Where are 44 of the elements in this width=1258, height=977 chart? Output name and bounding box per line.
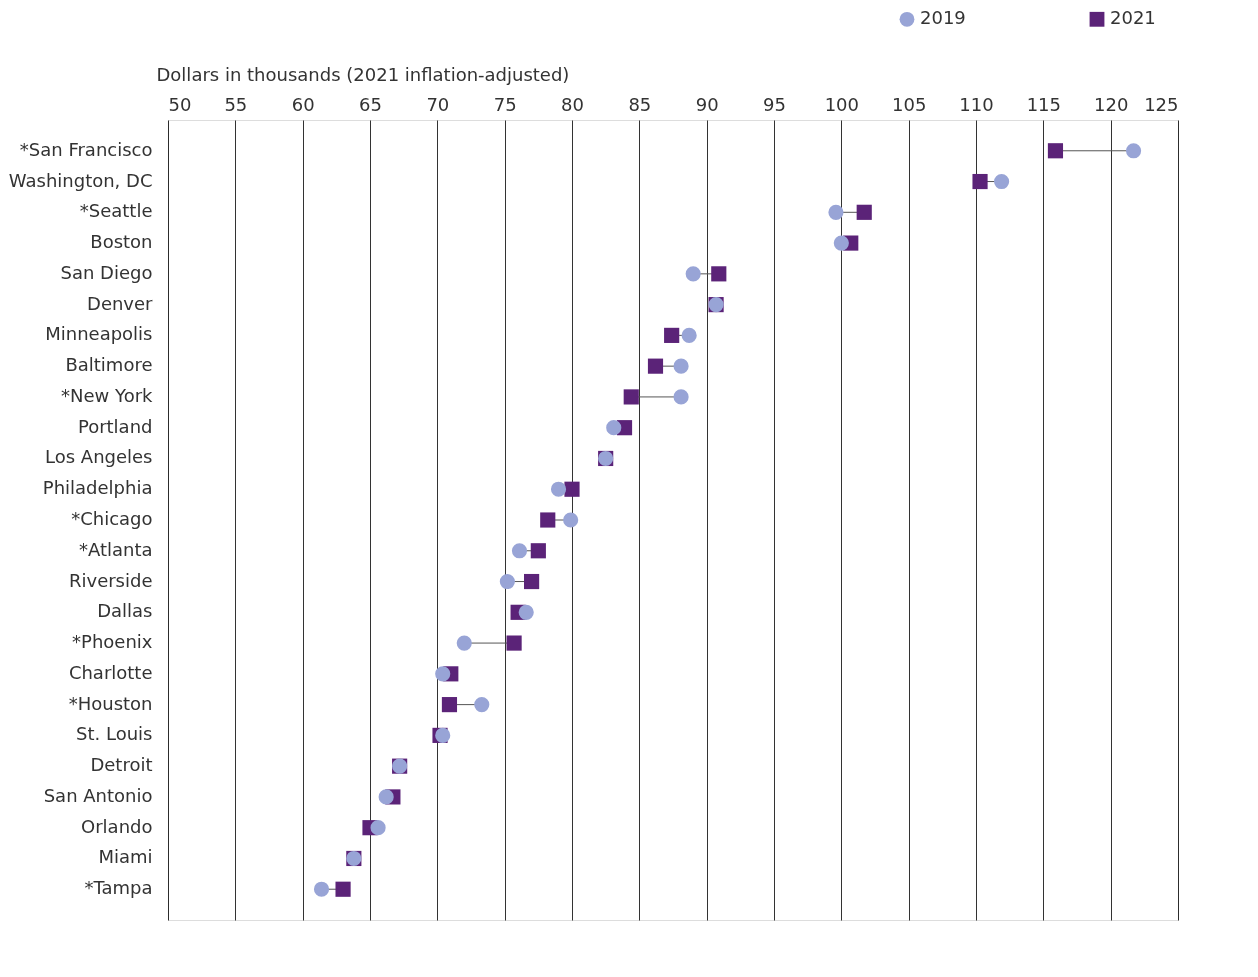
y-tick-label: Orlando [81,815,153,837]
y-tick-label: *Chicago [71,508,153,529]
y-tick-label: Miami [98,846,153,868]
y-tick-label: San Antonio [43,784,153,806]
x-tick-label: 125 [1144,93,1179,115]
x-tick-label: 75 [493,93,517,115]
x-tick-label: 90 [695,93,719,115]
x-axis-title: Dollars in thousands (2021 inflation-adjusted) [156,63,570,85]
y-tick-label: St. Louis [76,723,153,745]
y-tick-label: San Diego [60,261,153,283]
x-tick-label: 85 [628,93,652,115]
x-tick-label: 115 [1026,93,1062,115]
y-tick-label: *San Francisco [19,138,153,160]
y-tick-label: Minneapolis [45,323,153,345]
y-tick-label: Portland [77,415,153,437]
x-tick-label: 80 [561,93,584,115]
x-tick-label: 105 [891,93,927,115]
y-tick-label: Denver [87,292,154,314]
legend-label: 2019 [920,7,966,29]
legend-label: 2021 [1110,7,1156,29]
y-tick-label: *Phoenix [72,631,153,653]
x-tick-label: 100 [824,93,860,115]
y-tick-label: Philadelphia [42,477,153,499]
y-tick-label: Charlotte [68,661,153,683]
y-tick-label: *Houston [68,692,153,714]
y-tick-label: Detroit [90,754,153,776]
y-tick-label: Los Angeles [45,446,153,468]
x-tick-label: 65 [359,93,382,115]
y-tick-label: *Seattle [79,200,153,222]
y-tick-label: *Tampa [84,877,153,899]
x-tick-label: 55 [224,93,248,115]
x-tick-label: 120 [1093,93,1129,115]
y-tick-label: *Atlanta [78,538,153,560]
x-tick-label: 50 [168,93,192,115]
x-tick-label: 110 [959,93,994,115]
y-tick-label: Dallas [97,600,153,622]
y-tick-label: Riverside [68,569,153,591]
y-tick-label: Boston [90,231,153,253]
x-tick-label: 70 [426,93,450,115]
x-tick-label: 60 [291,93,315,115]
y-tick-label: Baltimore [65,354,153,376]
x-tick-label: 95 [763,93,786,115]
y-tick-label: *New York [61,384,154,406]
y-tick-label: Washington, DC [8,169,153,191]
